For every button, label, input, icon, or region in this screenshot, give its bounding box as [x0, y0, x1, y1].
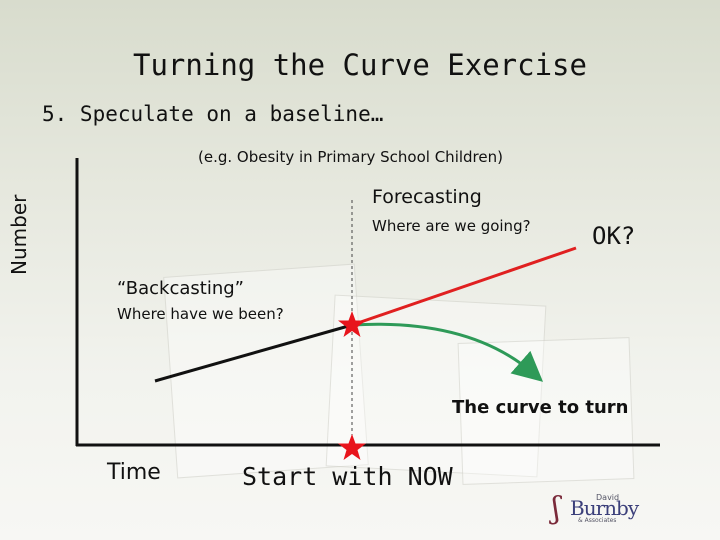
x-axis-label: Time [107, 460, 161, 485]
example-note: (e.g. Obesity in Primary School Children… [198, 148, 503, 166]
forecasting-label: Forecasting [372, 186, 482, 208]
logo-mark-icon: ʃ [552, 491, 561, 526]
backcasting-question: Where have we been? [117, 305, 284, 323]
historical-baseline-line [154, 323, 353, 383]
y-axis-label: Number [7, 194, 31, 275]
logo-name-text: Burnby [570, 496, 639, 520]
now-label: Start with NOW [242, 462, 453, 491]
turned-curve [351, 322, 544, 382]
now-axis-star-marker [338, 434, 366, 460]
now-star-marker [338, 311, 366, 337]
forecasting-question: Where are we going? [372, 217, 531, 235]
turn-label: The curve to turn [452, 397, 629, 418]
backcasting-label: “Backcasting” [117, 278, 244, 299]
slide-subtitle: 5. Speculate on a baseline… [42, 102, 384, 126]
slide-title: Turning the Curve Exercise [133, 48, 587, 82]
forecast-line [351, 246, 577, 327]
logo-bottom-text: & Associates [578, 517, 617, 524]
company-logo: ʃ David Burnby & Associates [552, 491, 648, 526]
logo-top-text: David [596, 493, 620, 502]
ok-label: OK? [592, 222, 636, 250]
